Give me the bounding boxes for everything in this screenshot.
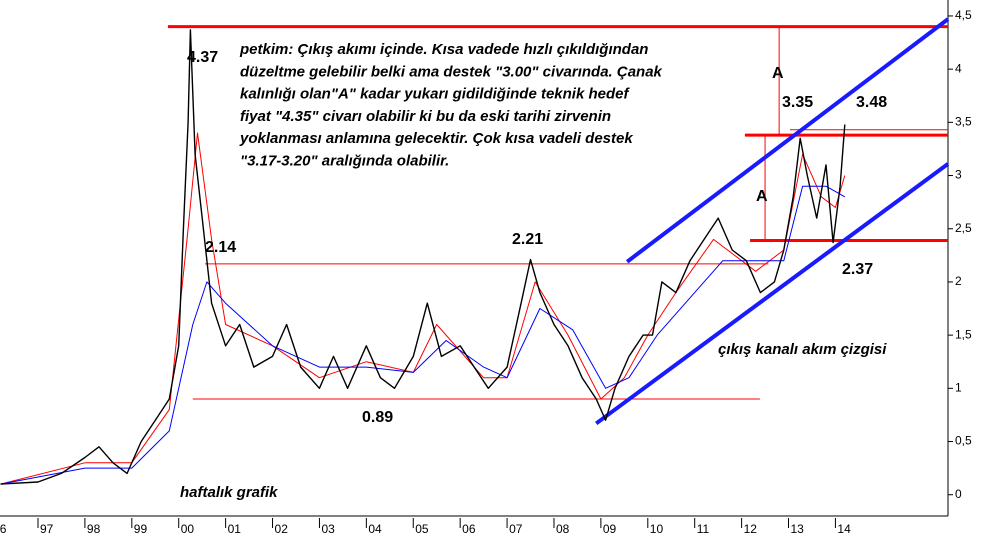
reference-line bbox=[595, 162, 950, 426]
annotation: A bbox=[756, 188, 768, 205]
y-tick-label: 2,5 bbox=[955, 221, 972, 235]
x-tick-label: 10 bbox=[650, 522, 664, 536]
x-tick-label: 03 bbox=[321, 522, 335, 536]
y-tick-label: 2 bbox=[955, 274, 962, 288]
x-tick-label: 04 bbox=[368, 522, 382, 536]
annotation: 3.48 bbox=[856, 94, 887, 111]
y-tick-label: 4 bbox=[955, 61, 962, 75]
x-tick-label: 99 bbox=[134, 522, 148, 536]
x-tick-label: 05 bbox=[415, 522, 429, 536]
note-line: düzeltme gelebilir belki ama destek "3.0… bbox=[240, 63, 663, 80]
note-line: petkim: Çıkış akımı içinde. Kısa vadede … bbox=[239, 41, 648, 58]
x-tick-label: 08 bbox=[556, 522, 570, 536]
y-tick-label: 0,5 bbox=[955, 434, 972, 448]
note-line: "3.17-3.20" aralığında olabilir. bbox=[240, 152, 449, 169]
annotation: 4.37 bbox=[187, 49, 218, 66]
note-line: yoklanması anlamına gelecektir. Çok kısa… bbox=[239, 130, 633, 147]
x-tick-label: 00 bbox=[181, 522, 195, 536]
price-line bbox=[0, 29, 846, 485]
annotation: 2.21 bbox=[512, 231, 543, 248]
annotation: 3.35 bbox=[782, 94, 813, 111]
note-line: fiyat "4.35" civarı olabilir ki bu da es… bbox=[240, 108, 611, 125]
y-tick-label: 3 bbox=[955, 168, 962, 182]
reference-line bbox=[625, 17, 950, 264]
price-line bbox=[0, 185, 846, 485]
x-tick-label: 09 bbox=[603, 522, 617, 536]
x-tick-label: 98 bbox=[87, 522, 101, 536]
y-tick-label: 0 bbox=[955, 487, 962, 501]
annotation: 2.14 bbox=[205, 239, 236, 256]
note-line: kalınlığı olan"A" kadar yukarı gidildiği… bbox=[240, 86, 630, 103]
x-tick-label: 07 bbox=[509, 522, 523, 536]
y-tick-label: 4,5 bbox=[955, 8, 972, 22]
x-tick-label: 06 bbox=[462, 522, 476, 536]
x-tick-label: 02 bbox=[275, 522, 289, 536]
y-tick-label: 1 bbox=[955, 381, 962, 395]
x-tick-label: 13 bbox=[791, 522, 805, 536]
y-tick-label: 3,5 bbox=[955, 115, 972, 129]
annotation: çıkış kanalı akım çizgisi bbox=[718, 341, 887, 358]
annotation: haftalık grafik bbox=[180, 484, 278, 501]
x-tick-label: 14 bbox=[837, 522, 851, 536]
annotation: 0.89 bbox=[362, 409, 393, 426]
x-tick-label: 01 bbox=[228, 522, 242, 536]
x-tick-label: 11 bbox=[697, 522, 710, 536]
annotation: 2.37 bbox=[842, 261, 873, 278]
x-tick-label: 12 bbox=[744, 522, 758, 536]
x-tick-label: 96 bbox=[0, 522, 7, 536]
annotation: A bbox=[772, 65, 784, 82]
y-tick-label: 1,5 bbox=[955, 327, 972, 341]
x-tick-label: 97 bbox=[40, 522, 54, 536]
